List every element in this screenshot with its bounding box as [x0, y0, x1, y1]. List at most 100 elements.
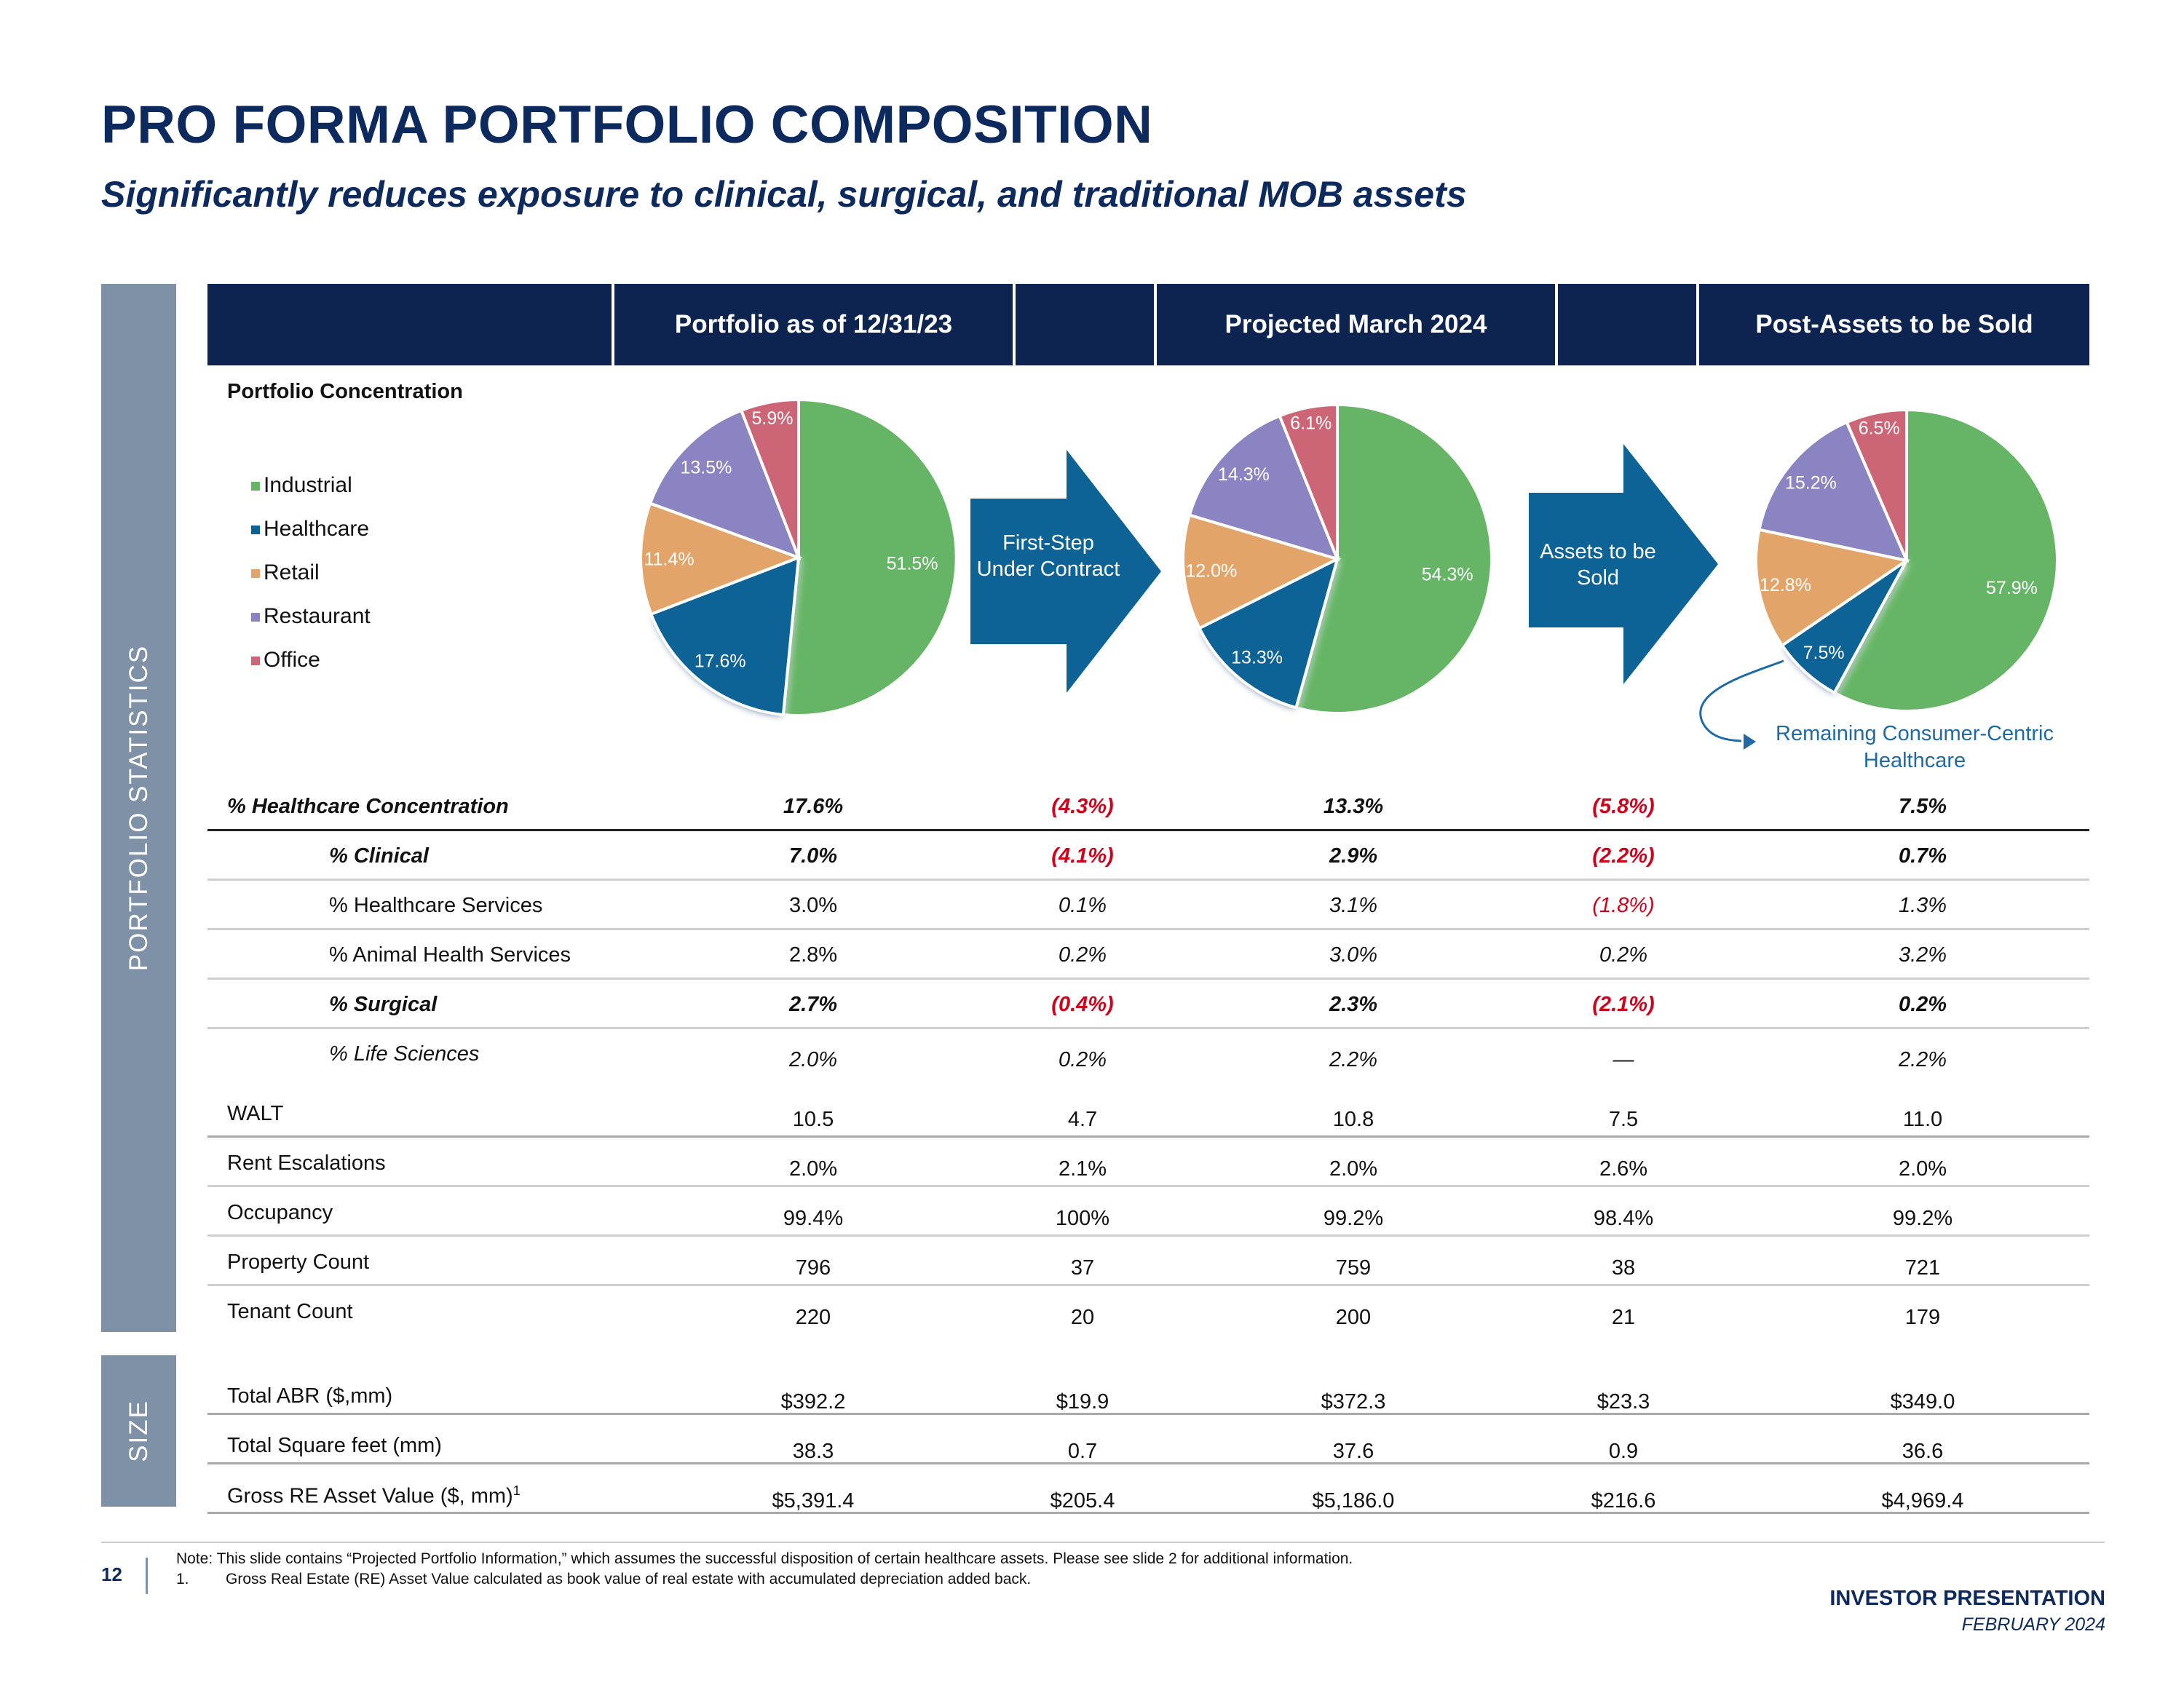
column-header-row: Portfolio as of 12/31/23 Projected March…	[207, 284, 2089, 365]
table-divider	[207, 1135, 2089, 1138]
legend-restaurant: Restaurant	[251, 604, 371, 629]
table-cell: 2.0%	[1329, 1157, 1378, 1181]
pie-data-label: 51.5%	[887, 554, 938, 574]
annotation-arrowhead	[1744, 734, 1756, 750]
table-cell: (2.2%)	[1592, 844, 1655, 868]
pie-slice-retail	[1754, 528, 1911, 648]
table-cell: 2.2%	[1898, 1048, 1947, 1071]
consumer-centric-annotation: Remaining Consumer-Centric Healthcare	[1776, 722, 2054, 772]
table-cell: 11.0	[1902, 1108, 1943, 1131]
table-cell: (4.1%)	[1051, 844, 1114, 868]
legend-retail: Retail	[251, 560, 320, 585]
table-cell: 13.3%	[1323, 795, 1384, 818]
column-header-post-sale: Post-Assets to be Sold	[1755, 310, 2033, 338]
table-cell: 99.4%	[783, 1207, 844, 1230]
table-cell: 4.7	[1067, 1108, 1098, 1131]
table-cell: $4,969.4	[1881, 1489, 1964, 1512]
pie-chart-1: 51.5% 17.6% 11.4% 13.5% 5.9%	[639, 397, 958, 717]
table-cell: 2.0%	[1898, 1157, 1947, 1181]
assets-sold-arrow-label: Assets to be Sold	[1540, 540, 1656, 590]
pie-data-label: 15.2%	[1785, 473, 1837, 493]
pie-slice-restaurant	[648, 408, 802, 560]
table-cell: 1.3%	[1898, 894, 1947, 917]
pie-chart-2: 54.3% 13.3% 12.0% 14.3% 6.1%	[1182, 403, 1493, 715]
column-header-projected: Projected March 2024	[1224, 310, 1487, 338]
row-label: Tenant Count	[227, 1300, 353, 1323]
table-cell: (0.4%)	[1051, 993, 1114, 1016]
pie-data-label: 7.5%	[1803, 643, 1845, 663]
table-cell: 2.0%	[788, 1157, 838, 1181]
table-cell: $372.3	[1321, 1390, 1386, 1414]
pie-slice-office	[1845, 408, 1908, 561]
first-step-arrow	[970, 450, 1161, 693]
row-label: Rent Escalations	[227, 1151, 386, 1175]
pie-data-label: 17.6%	[695, 651, 746, 672]
table-divider	[207, 1413, 2089, 1415]
page-title: PRO FORMA PORTFOLIO COMPOSITION	[101, 95, 1153, 154]
row-label: % Clinical	[329, 844, 429, 868]
table-cell: 0.2%	[1058, 943, 1107, 967]
table-cell: 100%	[1055, 1207, 1110, 1230]
table-cell: 36.6	[1902, 1440, 1944, 1463]
footnote-marker: 1	[513, 1483, 521, 1498]
table-cell: $5,391.4	[772, 1489, 855, 1512]
size-row-label: Total Square feet (mm)	[227, 1434, 442, 1457]
table-cell: 20	[1070, 1306, 1095, 1329]
pie-slice-industrial	[1832, 408, 2059, 713]
footer-divider	[101, 1542, 2105, 1543]
size-row-label: Gross RE Asset Value ($, mm)1	[227, 1483, 521, 1508]
table-cell: 220	[795, 1306, 831, 1329]
first-step-arrow-label: First-Step Under Contract	[976, 531, 1120, 581]
table-divider	[207, 1462, 2089, 1464]
table-cell: 721	[1904, 1256, 1941, 1280]
pie-slice-industrial	[1294, 403, 1493, 715]
table-divider	[207, 928, 2089, 930]
table-cell: (1.8%)	[1592, 894, 1655, 917]
table-cell: 0.7%	[1898, 844, 1947, 868]
table-cell: 200	[1335, 1306, 1372, 1329]
table-divider	[207, 829, 2089, 831]
table-cell: (4.3%)	[1051, 795, 1114, 818]
presentation-date: FEBRUARY 2024	[1961, 1614, 2105, 1635]
table-cell: 7.0%	[788, 844, 838, 868]
table-divider	[207, 1512, 2089, 1514]
pie-data-label: 13.5%	[680, 458, 732, 478]
pie-slice-healthcare	[649, 555, 801, 717]
pie-data-label: 14.3%	[1218, 464, 1270, 485]
pie-slice-industrial	[781, 397, 958, 717]
pie-data-label: 12.0%	[1185, 560, 1237, 581]
table-cell: 10.5	[792, 1108, 834, 1131]
table-cell: 2.0%	[788, 1048, 838, 1071]
assets-sold-arrow	[1529, 444, 1718, 684]
table-cell: 38	[1611, 1256, 1636, 1280]
pie-slice-restaurant	[1187, 413, 1340, 562]
table-divider	[207, 1027, 2089, 1029]
table-cell: 0.2%	[1058, 1048, 1107, 1071]
table-cell: $216.6	[1591, 1489, 1656, 1512]
table-divider	[207, 1284, 2089, 1286]
table-cell: 37.6	[1332, 1440, 1374, 1463]
row-label: % Healthcare Services	[329, 894, 543, 917]
annotation-arrow	[1699, 659, 1784, 742]
pie-data-label: 13.3%	[1231, 647, 1283, 667]
table-cell: 0.2%	[1898, 993, 1947, 1016]
table-divider	[207, 1234, 2089, 1237]
table-cell: 0.7	[1067, 1440, 1098, 1463]
table-divider	[207, 1185, 2089, 1187]
pie-data-label: 6.1%	[1290, 413, 1332, 434]
table-cell: 7.5	[1608, 1108, 1639, 1131]
table-cell: 98.4%	[1593, 1207, 1654, 1230]
table-cell: 2.1%	[1058, 1157, 1107, 1181]
table-cell: 2.9%	[1329, 844, 1378, 868]
table-cell: 0.2%	[1599, 943, 1648, 967]
portfolio-concentration-label: Portfolio Concentration	[227, 380, 463, 403]
pie-data-label: 54.3%	[1422, 565, 1473, 585]
table-cell: 3.2%	[1898, 943, 1947, 967]
pie-data-label: 57.9%	[1986, 578, 2038, 598]
table-divider	[207, 978, 2089, 980]
table-cell: 2.2%	[1329, 1048, 1378, 1071]
table-cell: (5.8%)	[1592, 795, 1655, 818]
pie-data-label: 6.5%	[1859, 419, 1900, 439]
page-number: 12	[101, 1563, 122, 1585]
